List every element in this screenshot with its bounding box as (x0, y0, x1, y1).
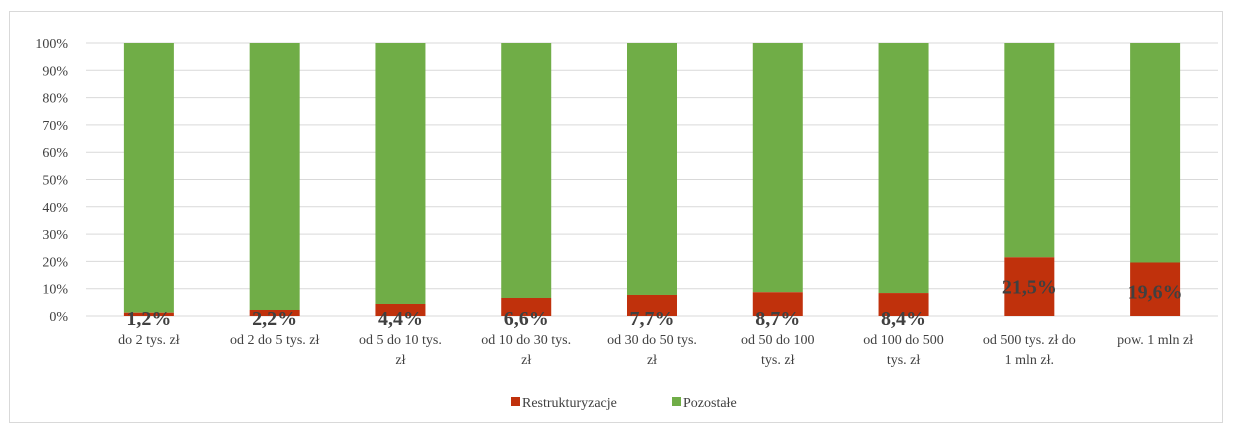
x-category-label: pow. 1 mln zł (1117, 333, 1193, 348)
x-category-label: od 2 do 5 tys. zł (230, 333, 320, 348)
y-tick-label: 100% (35, 37, 68, 52)
data-label-restrukturyzacje: 19,6% (1128, 281, 1183, 303)
x-category-label: zł (521, 353, 531, 368)
data-label-restrukturyzacje: 8,7% (755, 308, 800, 330)
y-tick-label: 60% (42, 146, 68, 161)
x-category-label: do 2 tys. zł (118, 333, 180, 348)
bar-pozostale (752, 43, 803, 293)
bar-pozostale (1130, 43, 1181, 263)
bar-pozostale (501, 43, 552, 298)
bar-pozostale (375, 43, 426, 304)
y-tick-label: 20% (42, 255, 68, 270)
legend-label-restrukturyzacje: Restrukturyzacje (522, 396, 617, 411)
x-category-label: od 5 do 10 tys. (359, 333, 442, 348)
bar-restrukturyzacje (123, 312, 174, 316)
data-labels: 1,2% 2,2% 4,4% 6,6% 7,7% 8,7% 8,4% 21,5% 19,6% (126, 276, 1182, 330)
data-label-restrukturyzacje: 7,7% (630, 308, 675, 330)
bar-pozostale (627, 43, 677, 295)
data-label-restrukturyzacje: 21,5% (1002, 276, 1057, 298)
y-axis-ticks: 0% 10% 20% 30% 40% 50% 60% 70% 80% 90% 100% (35, 37, 68, 325)
bar-restrukturyzacje (752, 292, 803, 316)
x-category-label: od 10 do 30 tys. (481, 333, 571, 348)
x-category-label: od 50 do 100 (741, 333, 815, 348)
bar-pozostale (249, 43, 300, 310)
bar-pozostale (123, 43, 174, 313)
bar-restrukturyzacje (1004, 257, 1055, 316)
x-category-label: od 30 do 50 tys. (607, 333, 697, 348)
data-label-restrukturyzacje: 1,2% (126, 308, 171, 330)
y-tick-label: 0% (49, 310, 68, 325)
x-category-label: od 100 do 500 (863, 333, 944, 348)
data-label-restrukturyzacje: 8,4% (881, 308, 926, 330)
y-tick-label: 50% (42, 174, 68, 189)
y-tick-label: 70% (42, 119, 68, 134)
bar-pozostale (878, 43, 929, 294)
x-category-label: od 500 tys. zł do (983, 333, 1076, 348)
y-tick-label: 40% (42, 201, 68, 216)
y-tick-label: 90% (42, 64, 68, 79)
bars (123, 43, 1181, 316)
x-category-label: 1 mln zł. (1005, 353, 1054, 368)
bar-restrukturyzacje (501, 297, 552, 316)
bar-restrukturyzacje (878, 293, 929, 316)
bar-restrukturyzacje (249, 309, 300, 316)
x-category-label: tys. zł (887, 353, 921, 368)
legend-label-pozostale: Pozostałe (683, 396, 737, 411)
legend-swatch-pozostale (672, 397, 681, 406)
x-axis-categories: do 2 tys. zł od 2 do 5 tys. zł od 5 do 10 … (118, 333, 1193, 368)
data-label-restrukturyzacje: 4,4% (378, 308, 423, 330)
x-category-label: zł (647, 353, 657, 368)
legend-swatch-restrukturyzacje (511, 397, 520, 406)
y-tick-label: 80% (42, 92, 68, 107)
bar-restrukturyzacje (627, 294, 677, 316)
bar-pozostale (1004, 43, 1055, 258)
x-category-label: tys. zł (761, 353, 795, 368)
bar-restrukturyzacje (1130, 262, 1181, 316)
x-category-label: zł (395, 353, 405, 368)
data-label-restrukturyzacje: 2,2% (252, 308, 297, 330)
legend: Restrukturyzacje Pozostałe (511, 396, 737, 411)
y-tick-label: 30% (42, 228, 68, 243)
data-label-restrukturyzacje: 6,6% (504, 308, 549, 330)
y-tick-label: 10% (42, 283, 68, 298)
bar-restrukturyzacje (375, 303, 426, 316)
